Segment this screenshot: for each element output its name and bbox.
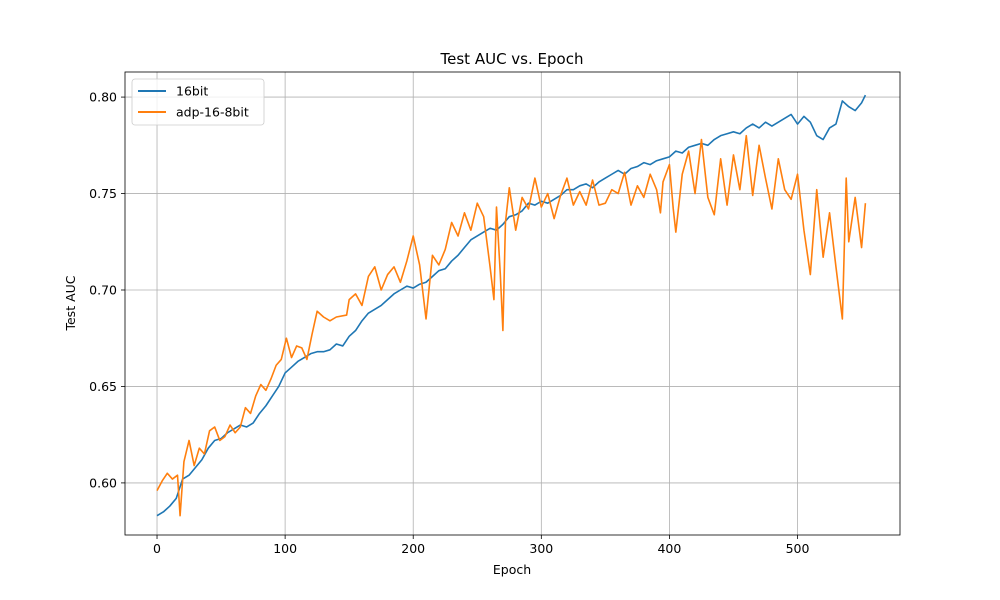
y-tick-label: 0.75	[89, 186, 117, 201]
y-tick-label: 0.70	[89, 282, 117, 297]
series-lines	[156, 94, 867, 517]
grid	[125, 72, 900, 535]
series-line-adp-16-8bit	[156, 134, 867, 517]
x-tick-label: 0	[153, 541, 161, 556]
legend: 16bit adp-16-8bit	[131, 78, 265, 126]
legend-label-16bit: 16bit	[176, 84, 208, 99]
plot-area-frame	[124, 71, 901, 536]
x-tick-label: 500	[786, 541, 810, 556]
y-tick-label: 0.60	[89, 475, 117, 490]
x-tick-label: 400	[657, 541, 681, 556]
y-tick-label: 0.65	[89, 379, 117, 394]
y-tick-label: 0.80	[89, 90, 117, 105]
chart-title: Test AUC vs. Epoch	[440, 50, 584, 68]
legend-label-adp-16-8bit: adp-16-8bit	[176, 105, 249, 120]
x-tick-label: 300	[529, 541, 553, 556]
x-tick-label: 200	[401, 541, 425, 556]
series-line-16bit	[156, 94, 867, 517]
x-axis-label: Epoch	[493, 562, 531, 577]
x-tick-label: 100	[273, 541, 297, 556]
y-axis-label: Test AUC	[63, 275, 78, 331]
axis-ticks: 0 100 200 300 400 500 0.60 0.65 0.70 0.75 0.80	[89, 90, 809, 556]
